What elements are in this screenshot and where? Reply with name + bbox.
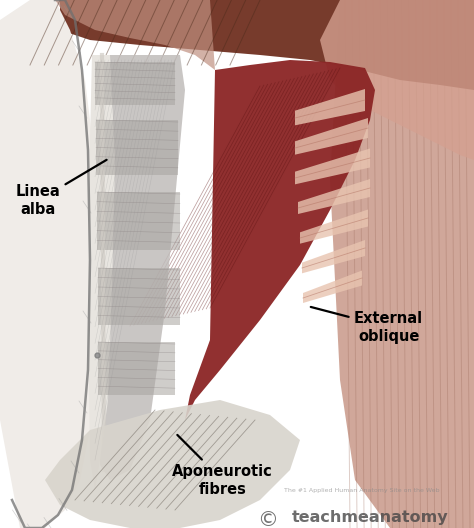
Polygon shape — [0, 0, 95, 528]
Polygon shape — [92, 55, 185, 480]
Polygon shape — [298, 179, 370, 214]
Polygon shape — [55, 0, 215, 70]
Polygon shape — [300, 210, 368, 243]
Text: Linea
alba: Linea alba — [16, 160, 107, 217]
Polygon shape — [320, 0, 474, 160]
Text: teachmeanatomy: teachmeanatomy — [292, 510, 448, 524]
Polygon shape — [302, 240, 365, 274]
Text: External
oblique: External oblique — [311, 307, 423, 344]
Polygon shape — [45, 400, 300, 528]
Polygon shape — [303, 270, 362, 303]
Polygon shape — [185, 60, 375, 420]
Polygon shape — [95, 62, 175, 105]
Polygon shape — [96, 120, 178, 175]
Text: Aponeurotic
fibres: Aponeurotic fibres — [173, 435, 273, 497]
Polygon shape — [97, 192, 180, 250]
Polygon shape — [295, 118, 368, 155]
Polygon shape — [60, 0, 474, 90]
Polygon shape — [98, 342, 175, 395]
Polygon shape — [88, 55, 115, 490]
Text: The #1 Applied Human Anatomy Site on the Web: The #1 Applied Human Anatomy Site on the… — [284, 488, 440, 493]
Polygon shape — [295, 89, 365, 125]
Text: ©: © — [257, 510, 278, 528]
Polygon shape — [295, 148, 370, 184]
Polygon shape — [330, 0, 474, 528]
Polygon shape — [98, 268, 180, 325]
